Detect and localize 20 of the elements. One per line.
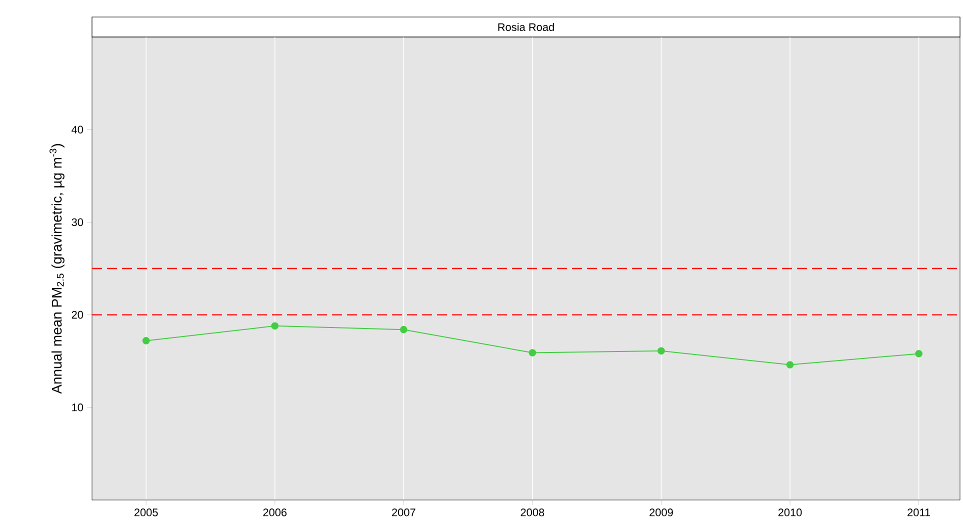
y-tick-label: 40	[72, 126, 84, 134]
x-tick-label: 2010	[778, 508, 802, 516]
x-tick-label: 2005	[134, 508, 158, 516]
y-axis-title: Annual mean PM$_{2.5}$ (gravimetric, µg m$^{-3}$)	[50, 144, 64, 394]
y-tick-label: 20	[72, 310, 84, 319]
point	[400, 326, 408, 334]
point	[786, 361, 794, 368]
y-tick-label: 30	[72, 218, 84, 226]
point	[658, 347, 665, 355]
x-tick-label: 2007	[392, 508, 416, 516]
x-tick-label: 2006	[263, 508, 287, 516]
point	[915, 350, 922, 358]
x-tick-label: 2009	[650, 508, 673, 516]
point	[528, 349, 536, 356]
x-tick-label: 2008	[520, 508, 544, 516]
chart-title: Rosia Road	[498, 22, 554, 32]
point	[142, 337, 150, 344]
y-tick-label: 10	[72, 404, 84, 412]
x-tick-label: 2011	[908, 508, 930, 516]
point	[271, 322, 279, 330]
